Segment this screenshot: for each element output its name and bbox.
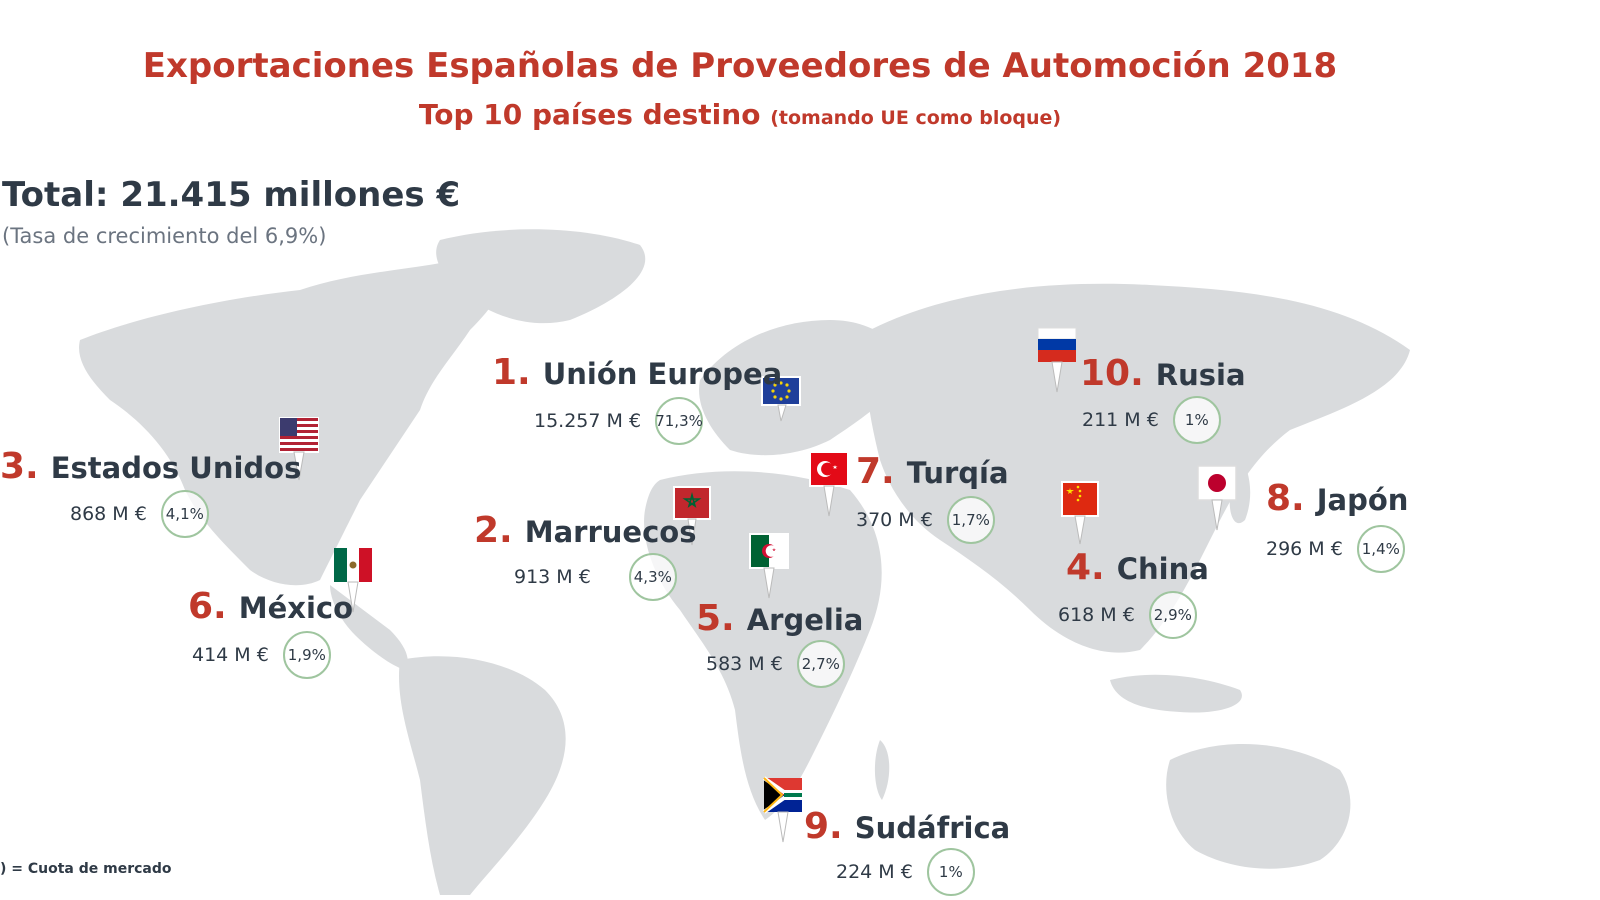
destination-value: 583 M €: [706, 653, 783, 675]
destination-label-usa: 3. Estados Unidos: [0, 446, 301, 487]
destination-value: 414 M €: [192, 644, 269, 666]
europe-landmass: [699, 320, 910, 456]
destination-share: 71,3%: [655, 397, 704, 445]
subtitle-main: Top 10 países destino: [418, 98, 761, 131]
morocco-flag-icon: [673, 486, 711, 546]
destination-label-japan: 8. Japón: [1266, 478, 1408, 519]
subtitle-note: (tomando UE como bloque): [770, 107, 1062, 129]
destination-name: Unión Europea: [542, 357, 783, 391]
madagascar-landmass: [874, 740, 890, 800]
destination-name: Japón: [1316, 483, 1409, 517]
algeria-flag-icon: [749, 533, 789, 599]
destination-stats-mexico: 414 M € 1,9%: [192, 631, 331, 679]
destination-value: 211 M €: [1082, 409, 1159, 431]
total-exports: Total: 21.415 millones €: [2, 175, 461, 215]
destination-name: Sudáfrica: [854, 811, 1011, 845]
destination-stats-turkey: 370 M € 1,7%: [856, 496, 995, 544]
destination-value: 370 M €: [856, 509, 933, 531]
destination-stats-morocco: 913 M € 4,3%: [514, 553, 677, 601]
destination-stats-japan: 296 M € 1,4%: [1266, 525, 1405, 573]
chart-title: Exportaciones Españolas de Proveedores d…: [142, 46, 1338, 86]
russia-flag-icon: [1037, 327, 1077, 393]
destination-name: Estados Unidos: [50, 451, 302, 485]
destination-value: 618 M €: [1058, 604, 1135, 626]
turkey-flag-icon: [809, 451, 849, 517]
destination-name: Marruecos: [524, 515, 697, 549]
destination-rank: 9.: [804, 806, 843, 847]
destination-value: 296 M €: [1266, 538, 1343, 560]
destination-name: Argelia: [746, 603, 864, 637]
central-america-landmass: [330, 585, 408, 670]
destination-label-algeria: 5. Argelia: [696, 598, 863, 639]
destination-rank: 4.: [1066, 547, 1105, 588]
japan-flag-icon: [1197, 465, 1237, 531]
destination-stats-russia: 211 M € 1%: [1082, 396, 1221, 444]
destination-share: 2,9%: [1148, 591, 1197, 639]
destination-name: México: [238, 591, 354, 625]
australia-landmass: [1166, 743, 1351, 869]
usa-flag-icon: [279, 417, 319, 481]
destination-rank: 8.: [1266, 478, 1305, 519]
destination-share: 1%: [1172, 396, 1221, 444]
destination-rank: 1.: [492, 352, 531, 393]
destination-label-eu: 1. Unión Europea: [492, 352, 782, 393]
destination-rank: 2.: [474, 510, 513, 551]
greenland-landmass: [436, 229, 646, 324]
destination-stats-algeria: 583 M € 2,7%: [706, 640, 845, 688]
destination-stats-usa: 868 M € 4,1%: [70, 490, 209, 538]
destination-rank: 6.: [188, 586, 227, 627]
destination-share: 1,7%: [946, 496, 995, 544]
destination-label-south-africa: 9. Sudáfrica: [804, 806, 1010, 847]
destination-share: 1,9%: [282, 631, 331, 679]
destination-stats-eu: 15.257 M € 71,3%: [534, 397, 704, 445]
destination-value: 224 M €: [836, 861, 913, 883]
destination-value: 913 M €: [514, 566, 591, 588]
eu-flag-icon: [761, 376, 801, 422]
destination-share: 1,4%: [1356, 525, 1405, 573]
destination-rank: 5.: [696, 598, 735, 639]
chart-subtitle: Top 10 países destino (tomando UE como b…: [0, 98, 1480, 131]
destination-rank: 10.: [1080, 353, 1144, 394]
growth-rate: (Tasa de crecimiento del 6,9%): [2, 224, 327, 248]
destination-share: 1%: [926, 848, 975, 896]
africa-landmass: [644, 471, 882, 820]
mexico-flag-icon: [334, 548, 372, 613]
market-share-legend: ) = Cuota de mercado: [0, 861, 172, 877]
destination-value: 868 M €: [70, 503, 147, 525]
destination-share: 2,7%: [796, 640, 845, 688]
destination-label-morocco: 2. Marruecos: [474, 510, 696, 551]
destination-value: 15.257 M €: [534, 410, 642, 432]
destination-stats-south-africa: 224 M € 1%: [836, 848, 975, 896]
destination-name: China: [1116, 552, 1209, 586]
destination-label-turkey: 7. Turqía: [856, 451, 1009, 492]
destination-stats-china: 618 M € 2,9%: [1058, 591, 1197, 639]
destination-rank: 3.: [0, 446, 39, 487]
destination-label-china: 4. China: [1066, 547, 1209, 588]
destination-name: Rusia: [1155, 358, 1246, 392]
south-america-landmass: [399, 656, 566, 895]
destination-label-mexico: 6. México: [188, 586, 353, 627]
destination-name: Turqía: [906, 456, 1009, 490]
asia-landmass: [865, 283, 1410, 653]
south-africa-flag-icon: [762, 776, 804, 843]
destination-rank: 7.: [856, 451, 895, 492]
destination-share: 4,1%: [160, 490, 209, 538]
destination-label-russia: 10. Rusia: [1080, 353, 1246, 394]
destination-share: 4,3%: [628, 553, 677, 601]
china-flag-icon: [1061, 481, 1099, 545]
southeast-asia-islands: [1110, 674, 1242, 713]
